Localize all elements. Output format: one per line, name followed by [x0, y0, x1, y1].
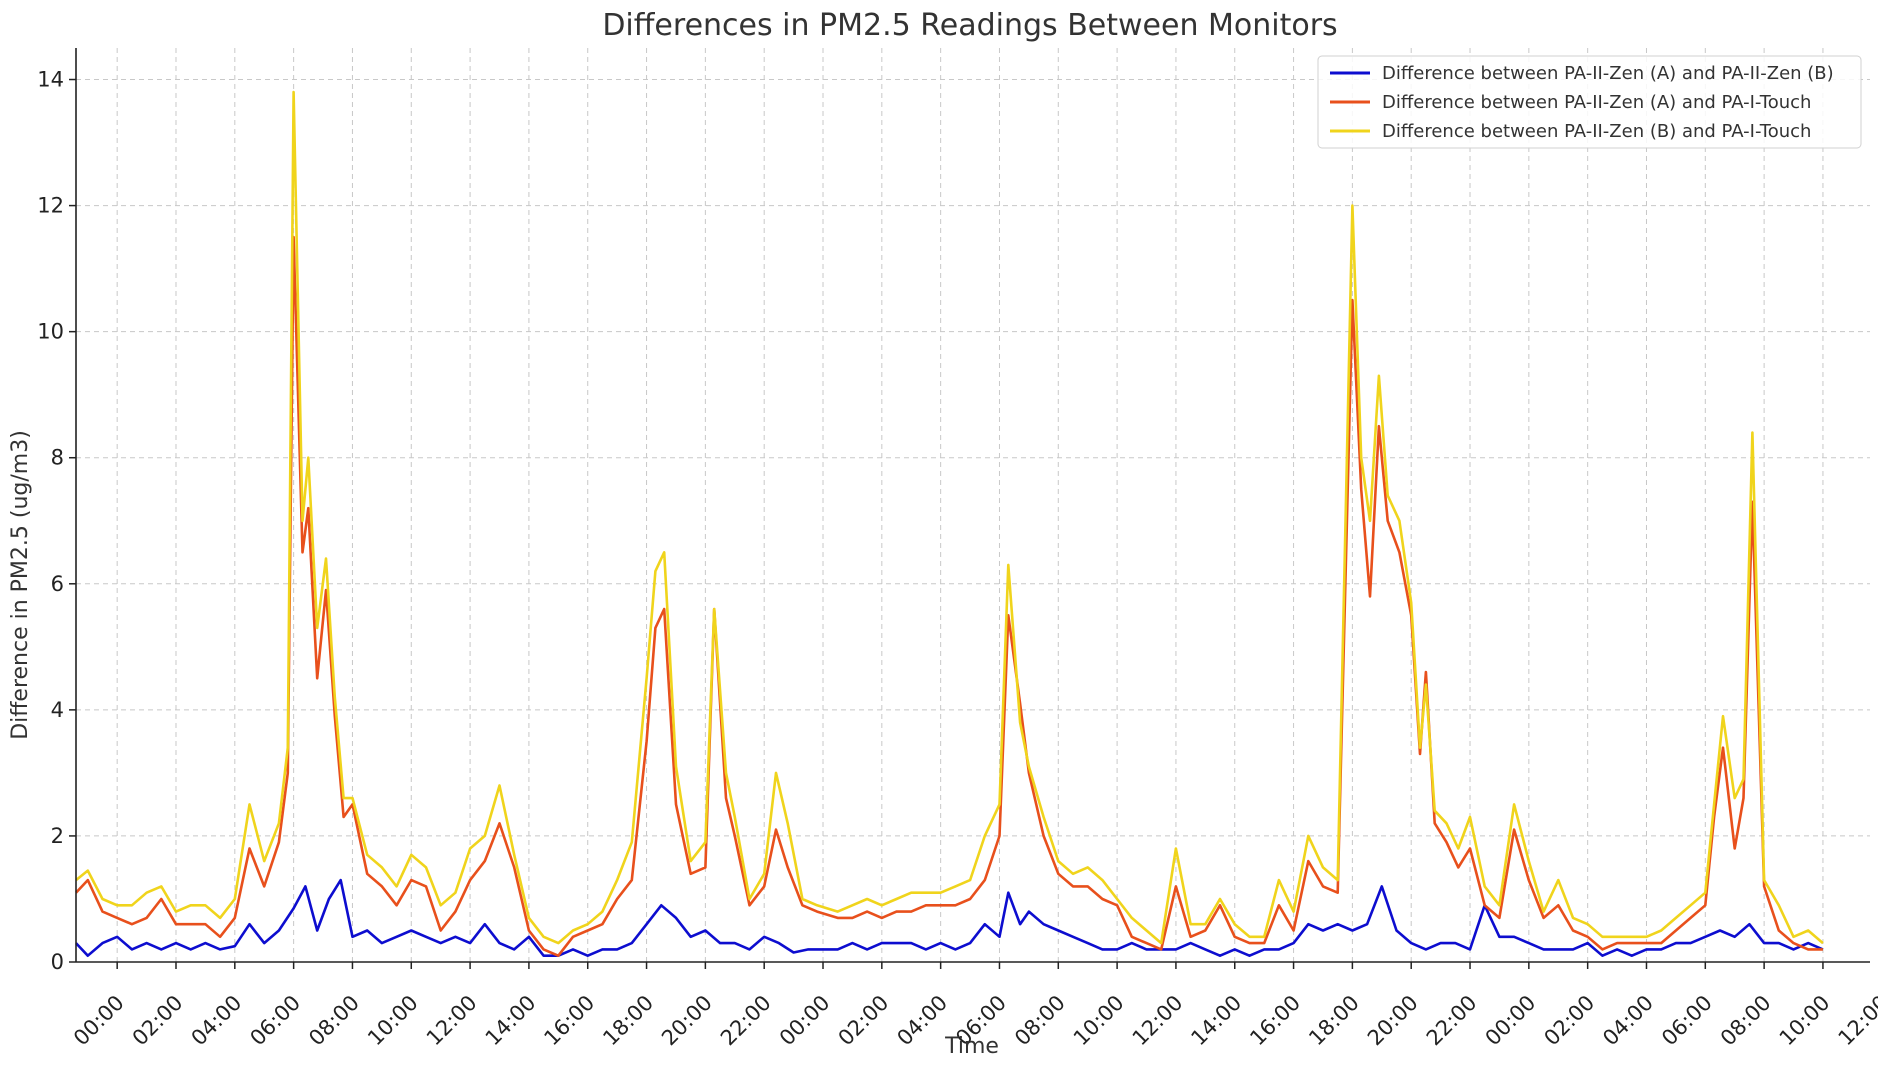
x-tick-label: 08:00 [1010, 991, 1070, 1051]
x-tick-label: 16:00 [539, 991, 599, 1051]
y-tick-label: 14 [37, 68, 64, 92]
x-tick-label: 10:00 [1775, 991, 1835, 1051]
y-axis-label: Difference in PM2.5 (ug/m3) [8, 430, 33, 740]
x-tick-label: 12:00 [1128, 991, 1188, 1051]
x-tick-label: 12:00 [422, 991, 482, 1051]
y-axis-ticks: 0 2 4 6 8 10 12 14 [37, 68, 76, 974]
x-axis-label: Time [944, 1034, 999, 1059]
y-tick-label: 4 [51, 698, 64, 722]
x-tick-label: 18:00 [598, 991, 658, 1051]
legend-label-3: Difference between PA-II-Zen (B) and PA-… [1382, 121, 1811, 142]
x-tick-label: 04:00 [892, 991, 952, 1051]
x-tick-label: 22:00 [716, 991, 776, 1051]
y-tick-label: 8 [51, 446, 64, 470]
chart-title: Differences in PM2.5 Readings Between Mo… [602, 8, 1337, 43]
legend-box [1317, 55, 1862, 149]
legend: Difference between PA-II-Zen (A) and PA-… [1317, 55, 1862, 149]
x-tick-label: 12:00 [1834, 991, 1878, 1051]
y-tick-label: 6 [51, 572, 64, 596]
x-tick-label: 02:00 [1539, 991, 1599, 1051]
x-tick-label: 00:00 [69, 991, 129, 1051]
axes [75, 48, 1870, 963]
legend-label-2: Difference between PA-II-Zen (A) and PA-… [1382, 92, 1811, 113]
x-tick-label: 00:00 [775, 991, 835, 1051]
y-tick-label: 2 [51, 824, 64, 848]
x-tick-label: 06:00 [245, 991, 305, 1051]
y-tick-label: 0 [51, 950, 64, 974]
x-tick-label: 08:00 [304, 991, 364, 1051]
y-tick-label: 12 [37, 194, 64, 218]
x-tick-label: 22:00 [1422, 991, 1482, 1051]
y-tick-label: 10 [37, 320, 64, 344]
x-tick-label: 02:00 [834, 991, 894, 1051]
x-tick-label: 00:00 [1481, 991, 1541, 1051]
x-tick-label: 04:00 [187, 991, 247, 1051]
x-tick-label: 02:00 [128, 991, 188, 1051]
series-lines [75, 90, 1824, 957]
grid [76, 48, 1870, 963]
x-tick-label: 10:00 [363, 991, 423, 1051]
x-tick-label: 04:00 [1598, 991, 1658, 1051]
x-tick-label: 10:00 [1069, 991, 1129, 1051]
series-line-3 [75, 90, 1824, 945]
x-tick-label: 20:00 [1363, 991, 1423, 1051]
series-line-1 [75, 878, 1824, 957]
series-line-2 [75, 235, 1823, 957]
x-tick-label: 08:00 [1716, 991, 1776, 1051]
x-tick-label: 20:00 [657, 991, 717, 1051]
x-tick-label: 14:00 [481, 991, 541, 1051]
x-tick-label: 18:00 [1304, 991, 1364, 1051]
x-tick-label: 16:00 [1245, 991, 1305, 1051]
legend-label-1: Difference between PA-II-Zen (A) and PA-… [1382, 63, 1834, 84]
x-tick-label: 14:00 [1187, 991, 1247, 1051]
x-tick-label: 06:00 [1657, 991, 1717, 1051]
